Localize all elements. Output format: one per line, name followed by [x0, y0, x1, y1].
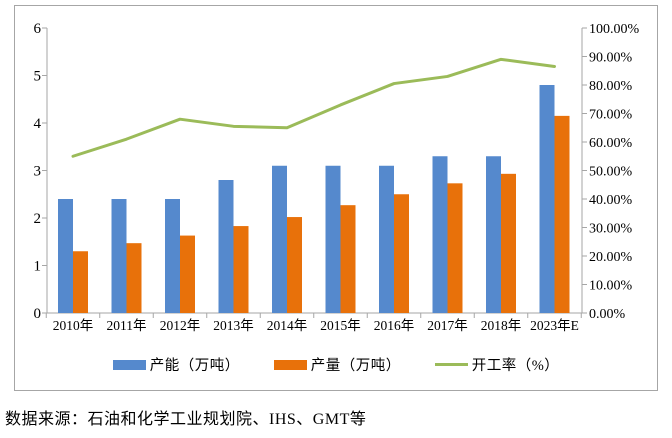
- right-axis-tick-label: 30.00%: [589, 222, 633, 237]
- output-bar: [287, 217, 302, 313]
- output-bar: [340, 205, 356, 313]
- legend-item: 开工率（%）: [434, 354, 560, 375]
- chart-plot-area: 01234560.00%10.00%20.00%30.00%40.00%50.0…: [34, 21, 640, 333]
- right-axis-tick-label: 40.00%: [589, 193, 633, 208]
- capacity-bar: [379, 165, 394, 313]
- x-axis-label: 2018年: [481, 318, 522, 333]
- output-bar: [73, 251, 88, 313]
- legend-item: 产能（万吨）: [112, 354, 240, 375]
- legend-swatch-capacity: [112, 359, 146, 370]
- left-axis-tick-label: 3: [34, 164, 42, 180]
- chart-legend: 产能（万吨） 产量（万吨） 开工率（%）: [15, 354, 657, 375]
- output-bar: [180, 235, 195, 313]
- utilization-line: [71, 57, 556, 158]
- output-bar: [394, 194, 409, 313]
- legend-label: 产量（万吨）: [310, 358, 401, 374]
- x-axis-label: 2014年: [267, 318, 308, 333]
- right-axis-tick-label: 20.00%: [589, 250, 633, 265]
- capacity-bar: [58, 199, 73, 313]
- output-bar: [126, 243, 142, 313]
- x-axis-label: 2023年E: [530, 318, 579, 333]
- x-axis-label: 2011年: [107, 318, 147, 333]
- x-axis-label: 2016年: [374, 318, 415, 333]
- output-bar: [447, 183, 463, 313]
- output-bar: [233, 226, 249, 313]
- capacity-bar: [165, 199, 180, 313]
- left-axis-tick-label: 6: [34, 21, 42, 37]
- x-axis-label: 2015年: [320, 318, 361, 333]
- x-axis-label: 2013年: [213, 318, 254, 333]
- right-axis-tick-label: 80.00%: [589, 79, 633, 94]
- right-axis-tick-label: 10.00%: [589, 279, 633, 294]
- output-bar: [501, 173, 516, 313]
- left-axis-tick-label: 4: [34, 116, 42, 132]
- capacity-bar: [272, 165, 287, 313]
- left-axis-tick-label: 1: [34, 259, 42, 275]
- left-axis-tick-label: 5: [34, 69, 42, 85]
- legend-label: 开工率（%）: [471, 358, 560, 374]
- capacity-bar: [486, 156, 501, 313]
- capacity-bar: [111, 199, 127, 313]
- source-note: 数据来源：石油和化学工业规划院、IHS、GMT等: [5, 411, 367, 428]
- right-axis-tick-label: 70.00%: [589, 108, 633, 123]
- capacity-bar: [325, 165, 341, 313]
- left-axis-tick-label: 2: [34, 211, 42, 227]
- right-axis-tick-label: 50.00%: [589, 165, 633, 180]
- legend-item: 产量（万吨）: [273, 354, 401, 375]
- capacity-bar: [218, 180, 234, 313]
- legend-swatch-output: [273, 359, 307, 370]
- right-axis-tick-label: 60.00%: [589, 136, 633, 151]
- capacity-bar: [432, 156, 448, 313]
- right-axis-tick-label: 100.00%: [589, 22, 640, 37]
- x-axis-label: 2010年: [53, 318, 94, 333]
- capacity-bar: [539, 85, 555, 313]
- x-axis-label: 2017年: [427, 318, 468, 333]
- legend-swatch-utilization: [434, 363, 468, 366]
- output-bar: [554, 115, 570, 313]
- right-axis-tick-label: 0.00%: [589, 307, 626, 322]
- chart: 0 1 2 3 4 5 6 0.00% 10.00% 20.00% 30.00% 40.00% 50.0…: [14, 5, 658, 391]
- x-axis-label: 2012年: [160, 318, 201, 333]
- legend-label: 产能（万吨）: [149, 358, 240, 374]
- left-axis-tick-label: 0: [34, 306, 42, 322]
- right-axis-tick-label: 90.00%: [589, 51, 633, 66]
